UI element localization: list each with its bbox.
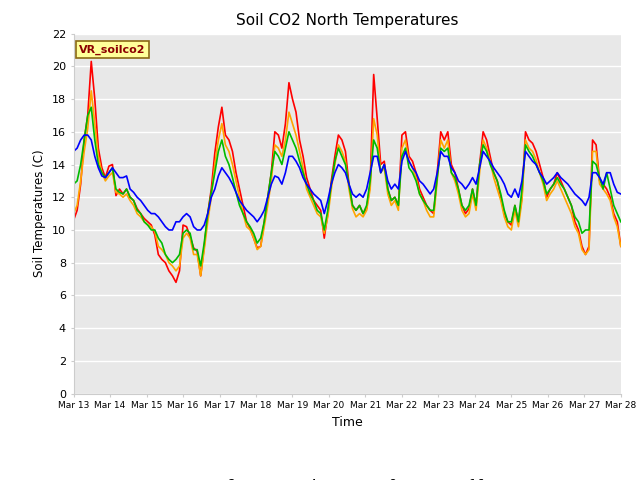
-16cm bbox=[214, 173, 222, 179]
-4cm bbox=[214, 137, 222, 143]
-4cm bbox=[70, 211, 77, 216]
-8cm bbox=[454, 186, 462, 192]
-4cm bbox=[303, 186, 310, 192]
-16cm bbox=[454, 178, 462, 184]
-2cm bbox=[303, 175, 310, 180]
-4cm bbox=[518, 198, 526, 204]
Text: VR_soilco2: VR_soilco2 bbox=[79, 44, 145, 55]
-2cm bbox=[70, 217, 77, 223]
-2cm bbox=[454, 186, 462, 192]
-2cm bbox=[617, 243, 625, 249]
-4cm bbox=[617, 243, 625, 249]
-2cm bbox=[402, 129, 410, 135]
-8cm bbox=[617, 219, 625, 225]
X-axis label: Time: Time bbox=[332, 416, 363, 429]
-2cm bbox=[282, 120, 289, 126]
-4cm bbox=[88, 88, 95, 94]
-2cm bbox=[172, 279, 180, 285]
-8cm bbox=[197, 263, 205, 269]
-16cm bbox=[518, 178, 526, 184]
-8cm bbox=[282, 145, 289, 151]
-8cm bbox=[88, 104, 95, 110]
Y-axis label: Soil Temperatures (C): Soil Temperatures (C) bbox=[33, 150, 46, 277]
-2cm bbox=[88, 59, 95, 64]
-2cm bbox=[214, 124, 222, 130]
-2cm bbox=[518, 194, 526, 200]
-8cm bbox=[303, 181, 310, 187]
Line: -8cm: -8cm bbox=[74, 107, 621, 266]
-4cm bbox=[197, 273, 205, 279]
-16cm bbox=[70, 148, 77, 154]
-16cm bbox=[303, 181, 310, 187]
-4cm bbox=[282, 137, 289, 143]
-8cm bbox=[518, 186, 526, 192]
-8cm bbox=[70, 181, 77, 187]
-8cm bbox=[214, 148, 222, 154]
Line: -4cm: -4cm bbox=[74, 91, 621, 276]
-16cm bbox=[81, 132, 88, 138]
-16cm bbox=[165, 227, 173, 233]
Line: -16cm: -16cm bbox=[74, 135, 621, 230]
-16cm bbox=[617, 191, 625, 197]
-8cm bbox=[402, 145, 410, 151]
-16cm bbox=[402, 148, 410, 154]
Title: Soil CO2 North Temperatures: Soil CO2 North Temperatures bbox=[236, 13, 458, 28]
-4cm bbox=[454, 191, 462, 197]
Line: -2cm: -2cm bbox=[74, 61, 621, 282]
-4cm bbox=[402, 137, 410, 143]
Legend: -2cm, -4cm, -8cm, -16cm: -2cm, -4cm, -8cm, -16cm bbox=[187, 473, 508, 480]
-16cm bbox=[282, 170, 289, 176]
